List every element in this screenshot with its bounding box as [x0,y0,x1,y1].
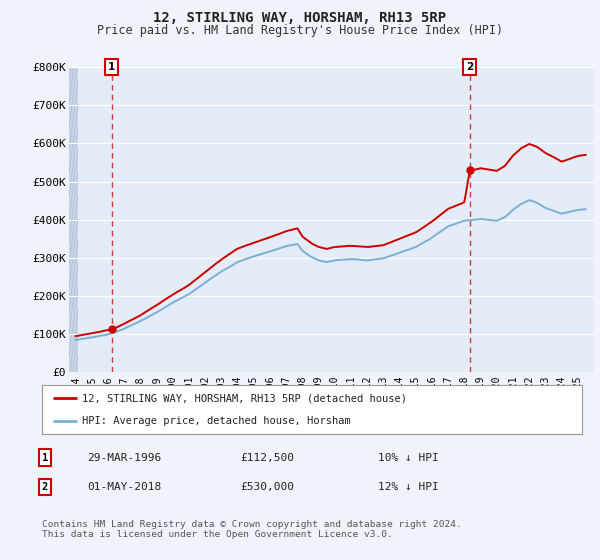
Bar [69,67,78,372]
Text: 2: 2 [42,482,48,492]
Text: 2: 2 [466,62,473,72]
Text: 12% ↓ HPI: 12% ↓ HPI [378,482,439,492]
Text: 12, STIRLING WAY, HORSHAM, RH13 5RP (detached house): 12, STIRLING WAY, HORSHAM, RH13 5RP (det… [83,393,407,403]
Text: 12, STIRLING WAY, HORSHAM, RH13 5RP: 12, STIRLING WAY, HORSHAM, RH13 5RP [154,11,446,25]
Text: 1: 1 [42,452,48,463]
Text: HPI: Average price, detached house, Horsham: HPI: Average price, detached house, Hors… [83,416,351,426]
Text: Contains HM Land Registry data © Crown copyright and database right 2024.
This d: Contains HM Land Registry data © Crown c… [42,520,462,539]
Text: 1: 1 [108,62,115,72]
Text: Price paid vs. HM Land Registry's House Price Index (HPI): Price paid vs. HM Land Registry's House … [97,24,503,36]
Text: 01-MAY-2018: 01-MAY-2018 [87,482,161,492]
Text: £112,500: £112,500 [240,452,294,463]
Text: 10% ↓ HPI: 10% ↓ HPI [378,452,439,463]
Text: 29-MAR-1996: 29-MAR-1996 [87,452,161,463]
Text: £530,000: £530,000 [240,482,294,492]
